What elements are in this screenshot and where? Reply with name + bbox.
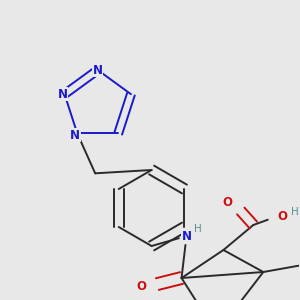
Text: N: N — [70, 129, 80, 142]
Text: N: N — [93, 64, 103, 76]
Text: H: H — [194, 224, 201, 234]
Text: H: H — [291, 207, 299, 217]
Text: N: N — [182, 230, 191, 242]
Text: N: N — [58, 88, 68, 101]
Text: O: O — [136, 280, 147, 292]
Text: O: O — [277, 211, 287, 224]
Text: O: O — [222, 196, 233, 208]
